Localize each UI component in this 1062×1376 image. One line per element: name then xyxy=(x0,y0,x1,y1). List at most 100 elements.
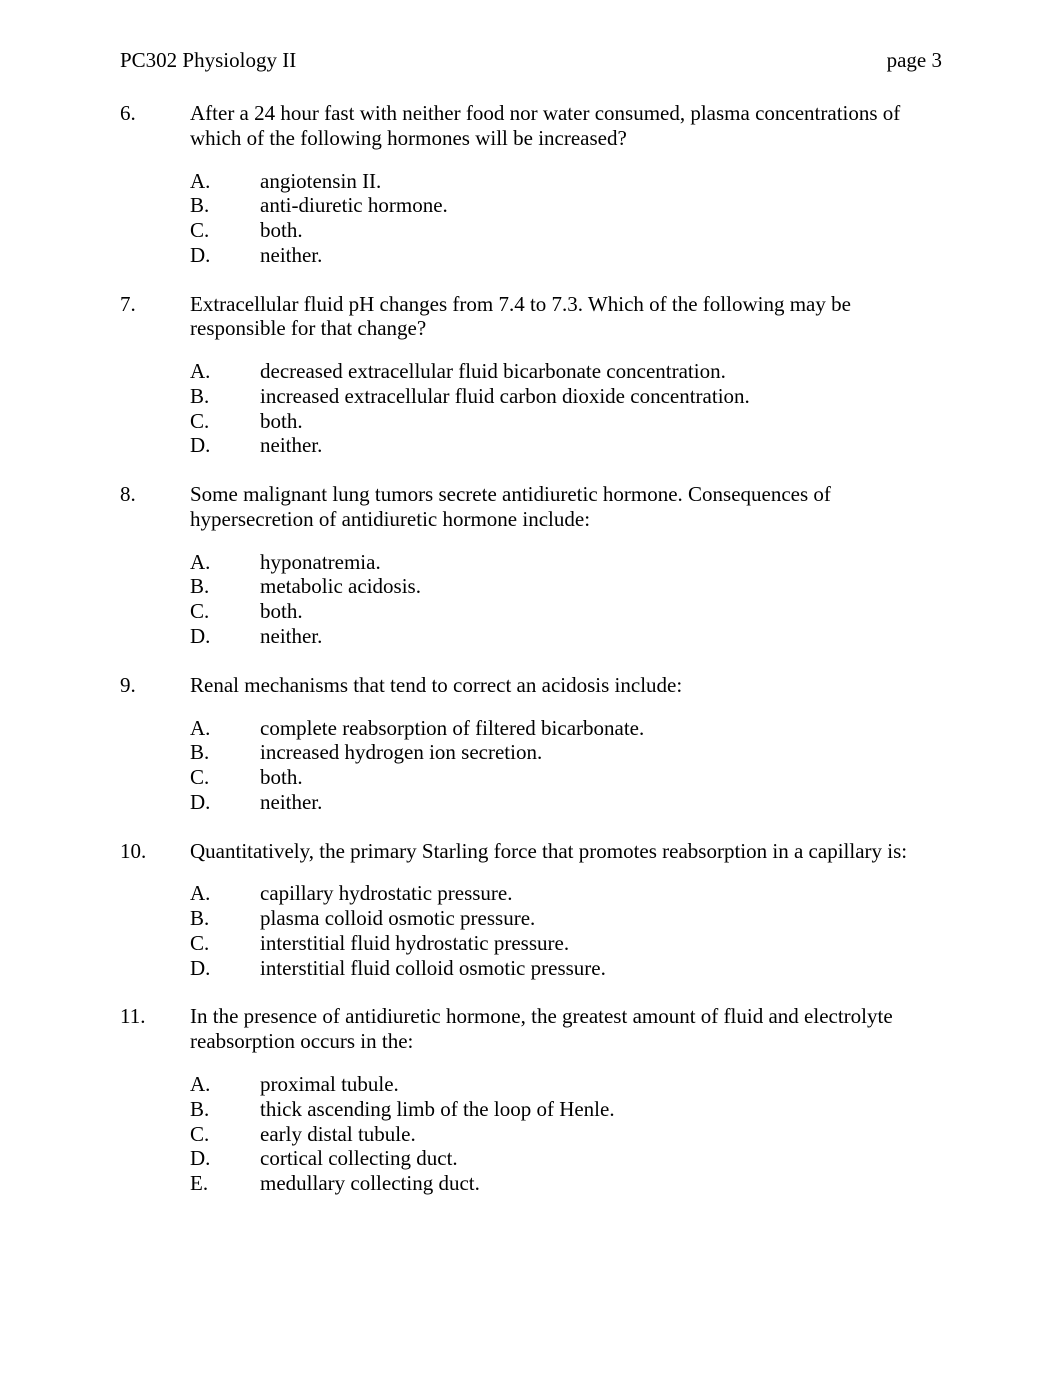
option-list: A.hyponatremia. B.metabolic acidosis. C.… xyxy=(190,550,942,649)
option-text: hyponatremia. xyxy=(260,550,942,575)
option-text: increased hydrogen ion secretion. xyxy=(260,740,942,765)
option-text: plasma colloid osmotic pressure. xyxy=(260,906,942,931)
option-d: D.neither. xyxy=(190,624,942,649)
option-letter: A. xyxy=(190,716,260,741)
option-b: B.metabolic acidosis. xyxy=(190,574,942,599)
option-a: A.hyponatremia. xyxy=(190,550,942,575)
option-letter: D. xyxy=(190,243,260,268)
option-d: D.neither. xyxy=(190,433,942,458)
option-b: B.increased hydrogen ion secretion. xyxy=(190,740,942,765)
option-letter: B. xyxy=(190,1097,260,1122)
option-letter: A. xyxy=(190,1072,260,1097)
question-text: After a 24 hour fast with neither food n… xyxy=(190,101,942,151)
question-number: 6. xyxy=(120,101,190,151)
option-text: medullary collecting duct. xyxy=(260,1171,942,1196)
question-text: Renal mechanisms that tend to correct an… xyxy=(190,673,942,698)
option-text: proximal tubule. xyxy=(260,1072,942,1097)
question-stem: 6. After a 24 hour fast with neither foo… xyxy=(120,101,942,151)
question-10: 10. Quantitatively, the primary Starling… xyxy=(120,839,942,981)
option-text: both. xyxy=(260,218,942,243)
option-b: B.anti-diuretic hormone. xyxy=(190,193,942,218)
option-letter: D. xyxy=(190,1146,260,1171)
option-list: A.capillary hydrostatic pressure. B.plas… xyxy=(190,881,942,980)
option-text: neither. xyxy=(260,624,942,649)
option-text: neither. xyxy=(260,790,942,815)
option-d: D.neither. xyxy=(190,243,942,268)
option-text: anti-diuretic hormone. xyxy=(260,193,942,218)
option-list: A.proximal tubule. B.thick ascending lim… xyxy=(190,1072,942,1196)
question-number: 7. xyxy=(120,292,190,342)
option-letter: C. xyxy=(190,1122,260,1147)
option-c: C.early distal tubule. xyxy=(190,1122,942,1147)
question-stem: 9. Renal mechanisms that tend to correct… xyxy=(120,673,942,698)
page-number: page 3 xyxy=(887,48,942,73)
question-7: 7. Extracellular fluid pH changes from 7… xyxy=(120,292,942,459)
question-stem: 8. Some malignant lung tumors secrete an… xyxy=(120,482,942,532)
option-text: cortical collecting duct. xyxy=(260,1146,942,1171)
option-text: complete reabsorption of filtered bicarb… xyxy=(260,716,942,741)
option-list: A.complete reabsorption of filtered bica… xyxy=(190,716,942,815)
question-8: 8. Some malignant lung tumors secrete an… xyxy=(120,482,942,649)
question-stem: 11. In the presence of antidiuretic horm… xyxy=(120,1004,942,1054)
option-letter: D. xyxy=(190,624,260,649)
option-a: A.proximal tubule. xyxy=(190,1072,942,1097)
question-number: 11. xyxy=(120,1004,190,1054)
question-text: Some malignant lung tumors secrete antid… xyxy=(190,482,942,532)
option-text: angiotensin II. xyxy=(260,169,942,194)
option-letter: C. xyxy=(190,599,260,624)
option-a: A.angiotensin II. xyxy=(190,169,942,194)
question-6: 6. After a 24 hour fast with neither foo… xyxy=(120,101,942,268)
option-c: C.both. xyxy=(190,218,942,243)
option-text: both. xyxy=(260,409,942,434)
option-a: A.decreased extracellular fluid bicarbon… xyxy=(190,359,942,384)
option-text: early distal tubule. xyxy=(260,1122,942,1147)
option-letter: C. xyxy=(190,931,260,956)
option-letter: A. xyxy=(190,881,260,906)
option-letter: E. xyxy=(190,1171,260,1196)
option-text: both. xyxy=(260,765,942,790)
option-a: A.complete reabsorption of filtered bica… xyxy=(190,716,942,741)
option-text: thick ascending limb of the loop of Henl… xyxy=(260,1097,942,1122)
option-text: increased extracellular fluid carbon dio… xyxy=(260,384,942,409)
option-letter: A. xyxy=(190,359,260,384)
question-text: Quantitatively, the primary Starling for… xyxy=(190,839,942,864)
question-number: 8. xyxy=(120,482,190,532)
option-letter: C. xyxy=(190,765,260,790)
option-letter: B. xyxy=(190,740,260,765)
question-number: 9. xyxy=(120,673,190,698)
option-e: E.medullary collecting duct. xyxy=(190,1171,942,1196)
option-c: C.both. xyxy=(190,409,942,434)
option-list: A.decreased extracellular fluid bicarbon… xyxy=(190,359,942,458)
option-text: interstitial fluid colloid osmotic press… xyxy=(260,956,942,981)
question-11: 11. In the presence of antidiuretic horm… xyxy=(120,1004,942,1195)
option-b: B.thick ascending limb of the loop of He… xyxy=(190,1097,942,1122)
option-b: B.plasma colloid osmotic pressure. xyxy=(190,906,942,931)
option-c: C.interstitial fluid hydrostatic pressur… xyxy=(190,931,942,956)
option-c: C.both. xyxy=(190,599,942,624)
option-letter: A. xyxy=(190,550,260,575)
option-letter: B. xyxy=(190,384,260,409)
option-c: C.both. xyxy=(190,765,942,790)
option-text: capillary hydrostatic pressure. xyxy=(260,881,942,906)
option-a: A.capillary hydrostatic pressure. xyxy=(190,881,942,906)
option-text: metabolic acidosis. xyxy=(260,574,942,599)
question-number: 10. xyxy=(120,839,190,864)
option-list: A.angiotensin II. B.anti-diuretic hormon… xyxy=(190,169,942,268)
option-text: both. xyxy=(260,599,942,624)
option-letter: D. xyxy=(190,433,260,458)
option-letter: B. xyxy=(190,906,260,931)
exam-page: PC302 Physiology II page 3 6. After a 24… xyxy=(0,0,1062,1376)
option-b: B.increased extracellular fluid carbon d… xyxy=(190,384,942,409)
option-d: D.neither. xyxy=(190,790,942,815)
option-letter: D. xyxy=(190,790,260,815)
option-letter: C. xyxy=(190,218,260,243)
option-letter: B. xyxy=(190,193,260,218)
option-text: neither. xyxy=(260,243,942,268)
option-letter: A. xyxy=(190,169,260,194)
question-text: In the presence of antidiuretic hormone,… xyxy=(190,1004,942,1054)
question-9: 9. Renal mechanisms that tend to correct… xyxy=(120,673,942,815)
option-letter: C. xyxy=(190,409,260,434)
option-letter: D. xyxy=(190,956,260,981)
option-text: decreased extracellular fluid bicarbonat… xyxy=(260,359,942,384)
option-letter: B. xyxy=(190,574,260,599)
